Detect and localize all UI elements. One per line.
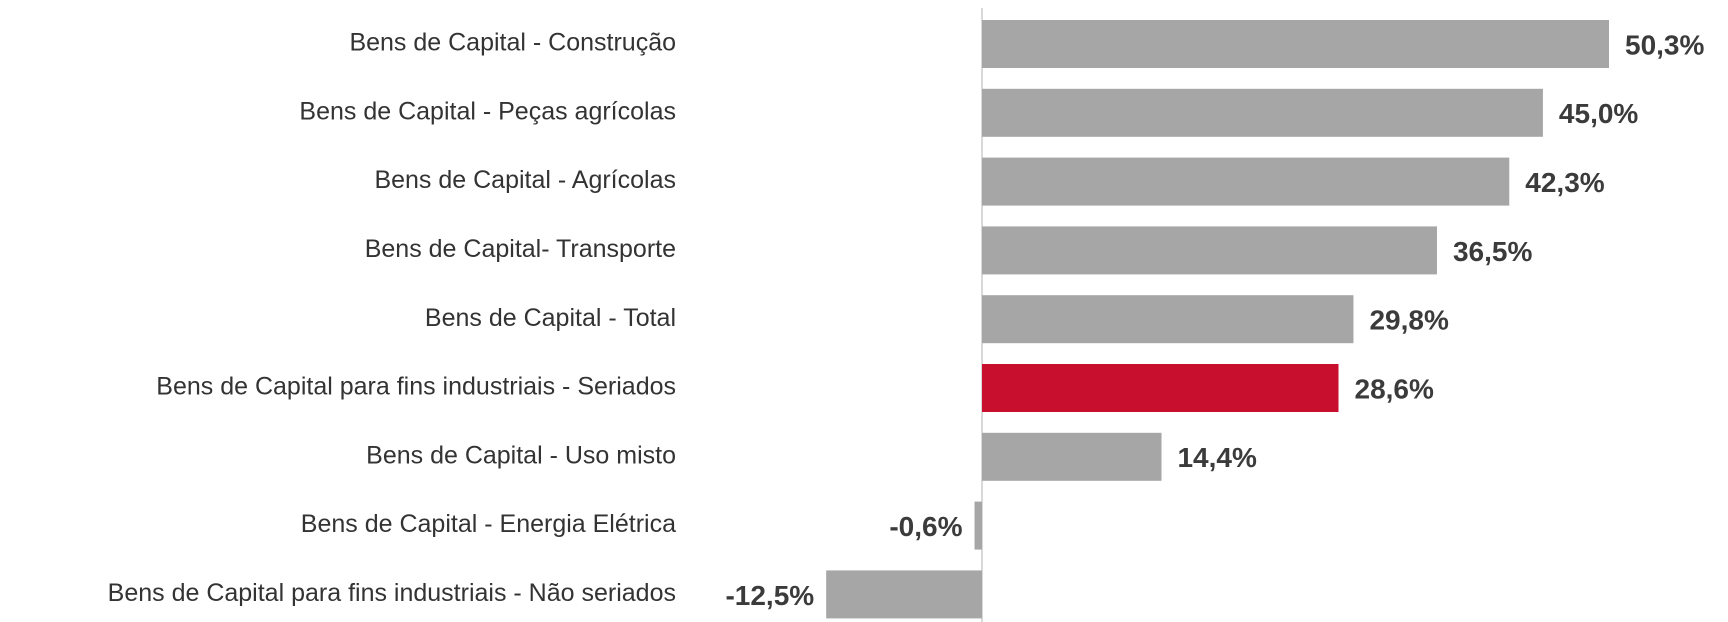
value-label: 42,3% xyxy=(1525,167,1604,198)
category-label: Bens de Capital - Energia Elétrica xyxy=(301,510,676,538)
bar xyxy=(982,432,1162,481)
category-label: Bens de Capital para fins industriais - … xyxy=(156,373,676,401)
category-label: Bens de Capital - Construção xyxy=(349,29,676,57)
value-label: 50,3% xyxy=(1625,29,1704,60)
value-label: 45,0% xyxy=(1559,98,1638,129)
value-label: 14,4% xyxy=(1177,442,1256,473)
bar xyxy=(974,501,982,550)
bar xyxy=(982,226,1437,275)
value-label: 29,8% xyxy=(1369,305,1448,336)
bar xyxy=(982,364,1339,412)
bar xyxy=(982,88,1543,137)
category-label: Bens de Capital- Transporte xyxy=(365,235,676,263)
value-label: -12,5% xyxy=(725,580,814,611)
bar xyxy=(982,295,1354,344)
category-label: Bens de Capital - Agrícolas xyxy=(374,166,676,194)
category-label: Bens de Capital - Peças agrícolas xyxy=(299,97,676,125)
category-label: Bens de Capital para fins industriais - … xyxy=(108,579,676,607)
value-label: -0,6% xyxy=(889,511,962,542)
value-label: 28,6% xyxy=(1355,373,1434,404)
bar xyxy=(982,20,1609,68)
value-label: 36,5% xyxy=(1453,236,1532,267)
bar xyxy=(982,157,1510,206)
category-label: Bens de Capital - Uso misto xyxy=(366,441,676,469)
category-label: Bens de Capital - Total xyxy=(425,304,676,332)
bar xyxy=(826,570,982,619)
